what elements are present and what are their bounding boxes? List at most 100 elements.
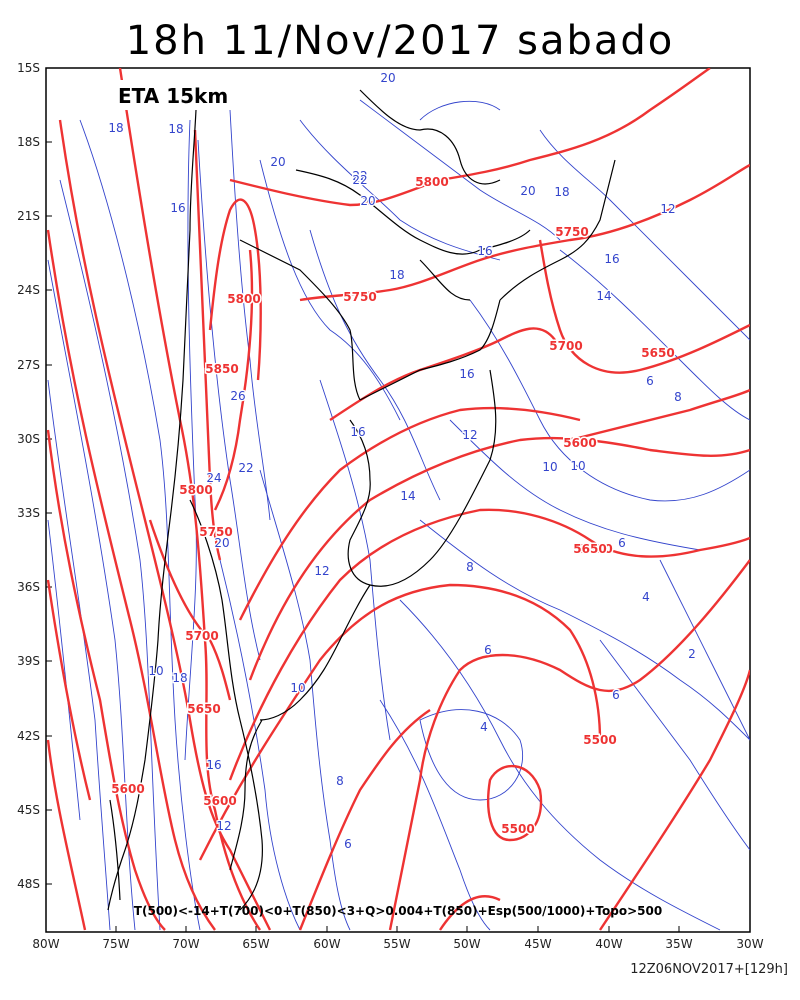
temperature-label: 18 — [172, 671, 187, 685]
map-title: 18h 11/Nov/2017 sabado — [125, 18, 675, 64]
temperature-contours — [47, 99, 750, 931]
lon-label: 50W — [453, 937, 480, 951]
thickness-label: 5800 — [227, 292, 260, 306]
thickness-contours — [46, 68, 750, 931]
temperature-label: 10 — [290, 681, 305, 695]
lon-label: 75W — [102, 937, 129, 951]
temperature-label: 22 — [352, 173, 367, 187]
thickness-label: 5800 — [415, 175, 448, 189]
lat-label: 39S — [17, 654, 40, 668]
lon-label: 30W — [736, 937, 763, 951]
temperature-label: 16 — [206, 758, 221, 772]
lon-label: 55W — [383, 937, 410, 951]
lat-label: 48S — [17, 877, 40, 891]
temperature-label: 14 — [596, 289, 611, 303]
temperature-label: 16 — [604, 252, 619, 266]
thickness-label: 5600 — [563, 436, 596, 450]
thickness-label: 5850 — [205, 362, 238, 376]
temperature-label: 12 — [462, 428, 477, 442]
lat-label: 18S — [17, 135, 40, 149]
thickness-label: 5650 — [641, 346, 674, 360]
temperature-label: 8 — [466, 560, 474, 574]
thickness-label: 5500 — [583, 733, 616, 747]
temperature-label: 16 — [350, 425, 365, 439]
temperature-label: 12 — [660, 202, 675, 216]
thickness-label: 5500 — [501, 822, 534, 836]
thickness-label: 5750 — [555, 225, 588, 239]
temperature-label: 18 — [108, 121, 123, 135]
temperature-label: 20 — [520, 184, 535, 198]
temperature-label: 6 — [344, 837, 352, 851]
lat-label: 36S — [17, 580, 40, 594]
map-frame — [45, 67, 751, 933]
lat-label: 30S — [17, 432, 40, 446]
thickness-label: 5700 — [185, 629, 218, 643]
temperature-label: 16 — [477, 244, 492, 258]
temperature-label: 18 — [554, 185, 569, 199]
thickness-label: 5750 — [343, 290, 376, 304]
temperature-label: 20 — [214, 536, 229, 550]
temperature-label: 6 — [612, 688, 620, 702]
lon-label: 40W — [595, 937, 622, 951]
longitude-labels: 80W 75W 70W 65W 60W 55W 50W 45W 40W 35W 30W — [32, 937, 763, 951]
lon-label: 70W — [172, 937, 199, 951]
lat-label: 15S — [17, 61, 40, 75]
temperature-label: 12 — [216, 819, 231, 833]
temperature-label: 16 — [459, 367, 474, 381]
formula-legend: T(500)<-14+T(700)<0+T(850)<3+Q>0.004+T(8… — [134, 904, 662, 918]
thickness-label: 5700 — [549, 339, 582, 353]
thickness-label: 5600 — [203, 794, 236, 808]
temperature-label: 4 — [642, 590, 650, 604]
thickness-labels: 5800 5750 5700 5650 5850 5800 5750 5800 5750 5700… — [110, 174, 676, 838]
temperature-label: 18 — [168, 122, 183, 136]
axis-ticks — [45, 67, 751, 932]
thickness-label: 5650 — [579, 542, 612, 556]
temperature-label: 6 — [484, 643, 492, 657]
model-label-box — [112, 80, 262, 110]
temperature-label: 12 — [314, 564, 329, 578]
lon-label: 65W — [242, 937, 269, 951]
temperature-label: 22 — [352, 169, 367, 183]
temperature-label: 2 — [688, 647, 696, 661]
thickness-label: 5650 — [573, 542, 606, 556]
lon-label: 35W — [665, 937, 692, 951]
lat-label: 27S — [17, 358, 40, 372]
run-timestamp: 12Z06NOV2017+[129h] — [630, 962, 788, 977]
thickness-label: 5800 — [179, 483, 212, 497]
temperature-label: 10 — [148, 664, 163, 678]
lat-label: 45S — [17, 803, 40, 817]
temperature-label: 8 — [336, 774, 344, 788]
coastlines — [107, 89, 616, 911]
lat-label: 21S — [17, 209, 40, 223]
lat-label: 42S — [17, 729, 40, 743]
thickness-label: 5750 — [199, 525, 232, 539]
temperature-label: 24 — [206, 471, 221, 485]
thickness-label: 5650 — [187, 702, 220, 716]
temperature-label: 6 — [646, 374, 654, 388]
lat-label: 33S — [17, 506, 40, 520]
lon-label: 45W — [524, 937, 551, 951]
lon-label: 80W — [32, 937, 59, 951]
temperature-label: 8 — [674, 390, 682, 404]
temperature-label: 8 — [674, 390, 682, 404]
temperature-label: 10 — [570, 459, 585, 473]
temperature-label: 4 — [480, 720, 488, 734]
temperature-label: 18 — [389, 268, 404, 282]
temperature-label: 10 — [542, 460, 557, 474]
lon-label: 60W — [313, 937, 340, 951]
temperature-label: 26 — [230, 389, 245, 403]
latitude-labels: 15S 18S 21S 24S 27S 30S 33S 36S 39S 42S 45S 48S — [17, 61, 40, 891]
temperature-label: 22 — [238, 461, 253, 475]
temperature-label: 12 — [462, 428, 477, 442]
lat-label: 24S — [17, 283, 40, 297]
temperature-label: 14 — [400, 489, 415, 503]
thickness-label: 5600 — [111, 782, 144, 796]
temperature-label: 20 — [270, 155, 285, 169]
temperature-label: 20 — [360, 194, 375, 208]
temperature-label: 16 — [170, 201, 185, 215]
temperature-label: 6 — [618, 536, 626, 550]
model-label: ETA 15km — [118, 84, 228, 108]
temperature-label: 20 — [380, 71, 395, 85]
